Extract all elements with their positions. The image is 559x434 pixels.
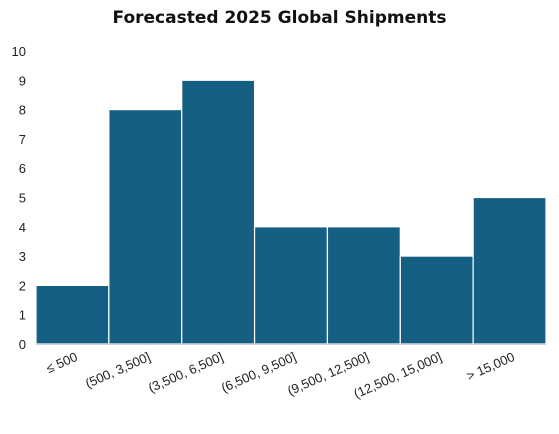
bar	[108, 108, 183, 345]
y-tick-label: 4	[19, 220, 26, 235]
bar	[35, 284, 110, 345]
bar	[181, 79, 256, 345]
x-tick-label: (3,500, 6,500]	[146, 349, 225, 395]
bars	[35, 79, 547, 345]
x-axis-ticks: ≤ 500 (500, 3,500](3,500, 6,500](6,500, 9…	[44, 349, 517, 401]
y-tick-label: 8	[19, 103, 26, 118]
x-tick-label: > 15,000	[464, 349, 517, 383]
y-tick-label: 5	[19, 191, 26, 206]
y-tick-label: 9	[19, 73, 26, 88]
bar	[253, 226, 329, 345]
y-tick-label: 1	[19, 308, 26, 323]
y-axis-ticks: 0 1 2 3 4 5 6 7 8 9 10	[12, 44, 26, 352]
chart-title: Forecasted 2025 Global Shipments	[112, 8, 447, 28]
x-tick-label: ≤ 500	[44, 349, 80, 376]
bar	[326, 226, 401, 345]
y-tick-label: 7	[19, 132, 26, 147]
bar	[472, 196, 547, 345]
x-tick-label: (500, 3,500]	[83, 349, 152, 391]
y-tick-label: 10	[12, 44, 26, 59]
y-tick-label: 2	[19, 278, 26, 293]
y-tick-label: 6	[19, 161, 26, 176]
y-tick-label: 0	[19, 337, 26, 352]
bar	[399, 255, 474, 345]
y-tick-label: 3	[19, 249, 26, 264]
